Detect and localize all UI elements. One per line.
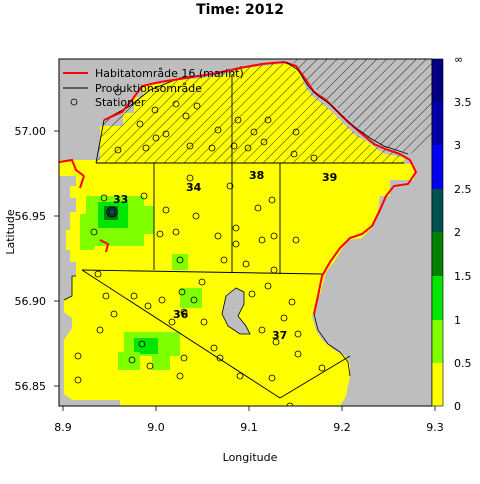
- zone-label-37: 37: [272, 329, 287, 342]
- legend-habitat-label: Habitatområde 16 (marint): [95, 67, 244, 80]
- colorbar-label: 3: [454, 139, 461, 152]
- x-tick-label: 8.9: [54, 421, 72, 434]
- zone-label-36: 36: [173, 308, 189, 321]
- colorbar: 0 0.5 1 1.5 2 2.5 3 3.5 ∞: [431, 53, 472, 413]
- x-tick-label: 9.2: [333, 421, 351, 434]
- y-tick-label: 56.90: [15, 295, 47, 308]
- colorbar-seg-3: [432, 232, 443, 276]
- northwest-land: [59, 59, 292, 160]
- colorbar-seg-0: [432, 363, 443, 406]
- x-tick-label: 9.1: [240, 421, 258, 434]
- colorbar-label: 1: [454, 314, 461, 327]
- colorbar-seg-6: [432, 102, 443, 145]
- map-title: Time: 2012: [196, 2, 284, 18]
- legend-station-label: Stationer: [95, 96, 146, 109]
- zone-label-34: 34: [186, 181, 202, 194]
- colorbar-seg-4: [432, 189, 443, 232]
- stations: [74, 88, 326, 406]
- colorbar-label: 2: [454, 226, 461, 239]
- colorbar-label: 3.5: [454, 96, 472, 109]
- legend: Habitatområde 16 (marint) Produktionsomr…: [63, 67, 244, 109]
- habitat-outline: [59, 60, 418, 315]
- x-tick-label: 9.3: [426, 421, 444, 434]
- y-tick-label: 56.85: [15, 380, 47, 393]
- y-tick-label: 57.00: [15, 125, 47, 138]
- colorbar-seg-1: [432, 320, 443, 363]
- land-hatch: [290, 59, 432, 154]
- zone-label-39: 39: [322, 171, 337, 184]
- y-tick-label: 56.95: [15, 210, 47, 223]
- y-axis: 56.85 56.90 56.95 57.00 Latitude: [4, 125, 59, 393]
- production-hatch: [96, 62, 404, 163]
- colorbar-seg-2: [432, 276, 443, 320]
- y-axis-label: Latitude: [4, 209, 17, 255]
- colorbar-seg-7: [432, 59, 443, 102]
- zone-label-33: 33: [113, 193, 128, 206]
- colorbar-label: 1.5: [454, 270, 472, 283]
- legend-station-swatch: [70, 98, 78, 106]
- zone-labels: 33 34 38 39 36 37: [113, 169, 337, 342]
- habitat-outline-dark: [63, 61, 409, 377]
- x-axis-label: Longitude: [223, 451, 278, 464]
- colorbar-label: 0: [454, 400, 461, 413]
- x-axis: 8.9 9.0 9.1 9.2 9.3 Longitude: [54, 406, 444, 464]
- map-plot-area: 33 34 38 39 36 37: [59, 59, 432, 406]
- colorbar-label: 0.5: [454, 357, 472, 370]
- x-tick-label: 9.0: [147, 421, 165, 434]
- legend-production-label: Produktionsområde: [95, 82, 202, 95]
- zone-label-38: 38: [249, 169, 264, 182]
- colorbar-label: 2.5: [454, 183, 472, 196]
- colorbar-label: ∞: [454, 53, 463, 66]
- colorbar-seg-5: [432, 145, 443, 189]
